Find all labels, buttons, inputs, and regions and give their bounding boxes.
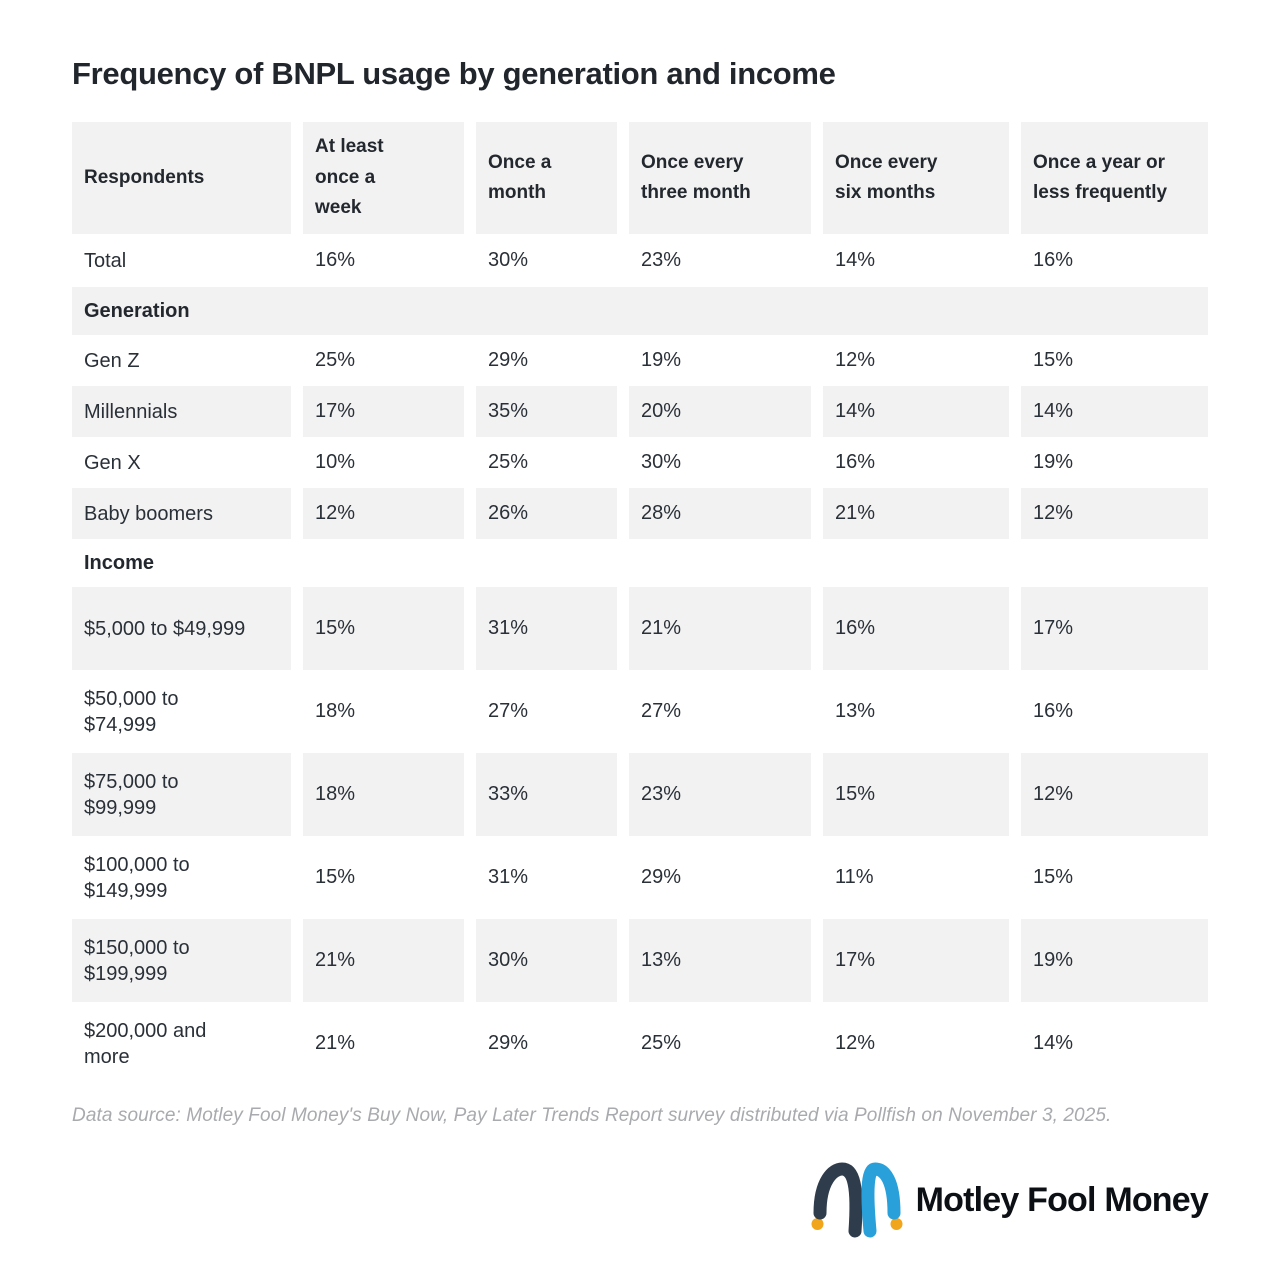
table-row-baby-boomers: Baby boomers 12% 26% 28% 21% 12% — [72, 488, 1208, 539]
table-cell: 12% — [835, 349, 876, 371]
row-label: Millennials — [72, 386, 291, 437]
table-cell: 15% — [1033, 866, 1074, 888]
table-cell: 10% — [315, 451, 356, 473]
table-row-income-5k-49k: $5,000 to $49,999 15% 31% 21% 16% 17% — [72, 587, 1208, 670]
table-cell: 27% — [641, 700, 682, 722]
table-cell: 19% — [1021, 919, 1208, 1002]
table-cell: 27% — [488, 700, 529, 722]
table-cell: 11% — [835, 866, 874, 888]
table-cell: 18% — [315, 700, 356, 722]
table-cell: 21% — [315, 1032, 356, 1054]
column-header-once-every-six-months: Once every six months — [823, 122, 1009, 234]
table-cell: 14% — [1021, 386, 1208, 437]
column-header-once-every-three-month: Once every three month — [629, 122, 811, 234]
table-row-income-200k-plus: $200,000 and more 21% 29% 25% 12% 14% — [72, 1002, 1208, 1085]
row-label: $100,000 to $149,999 — [84, 853, 190, 902]
table-cell: 18% — [303, 753, 464, 836]
table-cell: 14% — [1033, 1032, 1074, 1054]
section-header-income: Income — [84, 551, 155, 574]
table-cell: 30% — [488, 249, 529, 271]
table-cell: 23% — [641, 249, 682, 271]
table-cell: 16% — [315, 249, 356, 271]
table-cell: 29% — [641, 866, 682, 888]
table-row-gen-x: Gen X 10% 25% 30% 16% 19% — [72, 437, 1208, 488]
table-header-row: Respondents At least once a week Once a … — [72, 122, 1208, 234]
table-cell: 21% — [823, 488, 1009, 539]
logo-wordmark: Motley Fool Money — [915, 1180, 1209, 1219]
table-cell: 17% — [303, 386, 464, 437]
table-cell: 35% — [476, 386, 617, 437]
table-cell: 19% — [1033, 451, 1074, 473]
table-cell: 12% — [1021, 488, 1208, 539]
table-cell: 29% — [488, 349, 529, 371]
row-label: Baby boomers — [72, 488, 291, 539]
section-header-generation: Generation — [72, 287, 1208, 335]
table-cell: 16% — [1033, 700, 1074, 722]
table-cell: 25% — [641, 1032, 682, 1054]
row-label: Total — [84, 249, 127, 272]
table-cell: 17% — [1021, 587, 1208, 670]
column-header-once-a-year-or-less: Once a year or less frequently — [1021, 122, 1208, 234]
table-cell: 16% — [823, 587, 1009, 670]
table-cell: 12% — [303, 488, 464, 539]
table-cell: 19% — [641, 349, 682, 371]
table-cell: 28% — [629, 488, 811, 539]
table-cell: 16% — [835, 451, 876, 473]
row-label: $150,000 to $199,999 — [72, 919, 291, 1002]
table-row-income-50k-74k: $50,000 to $74,999 18% 27% 27% 13% 16% — [72, 670, 1208, 753]
table-cell: 25% — [315, 349, 356, 371]
table-cell: 21% — [629, 587, 811, 670]
table-row-income-75k-99k: $75,000 to $99,999 18% 33% 23% 15% 12% — [72, 753, 1208, 836]
table-cell: 13% — [835, 700, 876, 722]
row-label: Gen X — [84, 451, 141, 474]
infographic: Frequency of BNPL usage by generation an… — [0, 56, 1280, 1239]
table-row-income-150k-199k: $150,000 to $199,999 21% 30% 13% 17% 19% — [72, 919, 1208, 1002]
row-label: $75,000 to $99,999 — [72, 753, 291, 836]
table-cell: 30% — [641, 451, 682, 473]
table-row-gen-z: Gen Z 25% 29% 19% 12% 15% — [72, 335, 1208, 386]
column-header-once-a-month: Once a month — [476, 122, 617, 234]
column-header-respondents: Respondents — [72, 122, 291, 234]
row-label: $5,000 to $49,999 — [72, 587, 291, 670]
table-cell: 16% — [1033, 249, 1074, 271]
table-row-income-100k-149k: $100,000 to $149,999 15% 31% 29% 11% 15% — [72, 836, 1208, 919]
logo-row: Motley Fool Money — [72, 1161, 1209, 1239]
table-cell: 15% — [315, 866, 356, 888]
table-cell: 29% — [488, 1032, 529, 1054]
data-source-note: Data source: Motley Fool Money's Buy Now… — [72, 1105, 1112, 1126]
table-cell: 15% — [1033, 349, 1074, 371]
row-label: $50,000 to $74,999 — [84, 687, 179, 736]
chart-title: Frequency of BNPL usage by generation an… — [72, 56, 836, 91]
table-cell: 17% — [823, 919, 1009, 1002]
table-cell: 25% — [488, 451, 529, 473]
table-cell: 15% — [303, 587, 464, 670]
column-header-once-a-week: At least once a week — [303, 122, 464, 234]
table-cell: 26% — [476, 488, 617, 539]
table-cell: 23% — [629, 753, 811, 836]
row-label: Gen Z — [84, 349, 140, 372]
bnpl-frequency-table: Respondents At least once a week Once a … — [72, 122, 1208, 1085]
table-cell: 31% — [476, 587, 617, 670]
table-cell: 14% — [835, 249, 876, 271]
table-cell: 12% — [835, 1032, 876, 1054]
table-cell: 21% — [303, 919, 464, 1002]
table-cell: 30% — [476, 919, 617, 1002]
table-cell: 20% — [629, 386, 811, 437]
row-label: $200,000 and more — [84, 1019, 207, 1068]
table-cell: 14% — [823, 386, 1009, 437]
jester-hat-icon — [811, 1162, 903, 1238]
table-row-millennials: Millennials 17% 35% 20% 14% 14% — [72, 386, 1208, 437]
table-cell: 31% — [488, 866, 529, 888]
table-cell: 13% — [629, 919, 811, 1002]
table-cell: 12% — [1021, 753, 1208, 836]
table-row-total: Total 16% 30% 23% 14% 16% — [72, 234, 1208, 287]
table-cell: 33% — [476, 753, 617, 836]
motley-fool-money-logo: Motley Fool Money — [811, 1161, 1209, 1239]
table-cell: 15% — [823, 753, 1009, 836]
